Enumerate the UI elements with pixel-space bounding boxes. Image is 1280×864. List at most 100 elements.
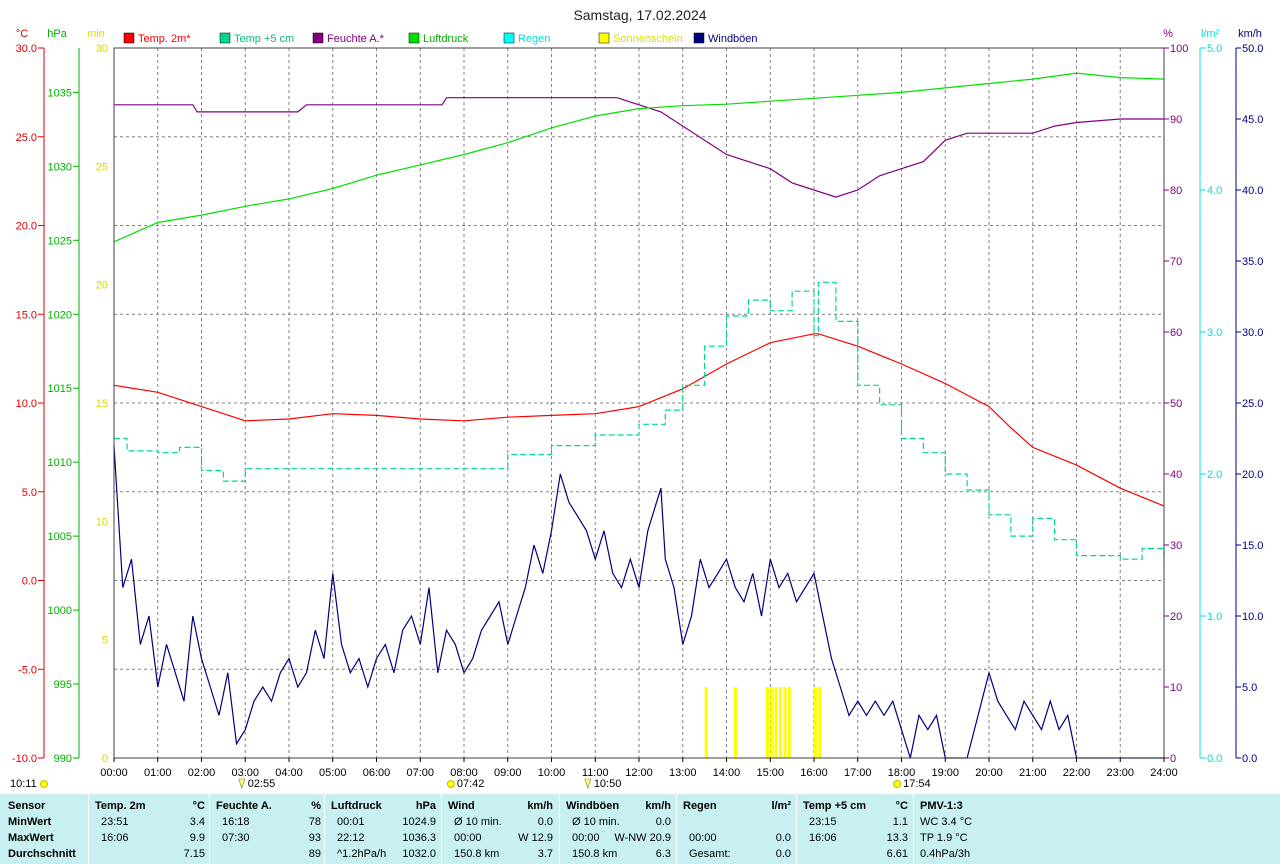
stats-separator: [441, 794, 442, 864]
wind-tick-label: 15.0: [1242, 540, 1263, 552]
rain-axis-unit: l/m²: [1201, 28, 1220, 40]
pressure-tick-label: 1010: [48, 457, 72, 469]
stats-unit: km/h: [645, 800, 671, 812]
weather-chart: Samstag, 17.02.2024 Temp. 2m* Temp +5 cm F…: [10, 7, 1264, 790]
sunshine-bar: [733, 687, 737, 758]
legend-swatch: [598, 32, 610, 44]
stats-time: ^1.2hPa/h: [337, 848, 387, 860]
stats-header: Feuchte A.: [216, 800, 272, 812]
x-tick-label: 15:00: [756, 767, 784, 779]
stats-value: 6.61: [886, 848, 908, 860]
legend-label: Sonnenschein: [613, 33, 683, 45]
pressure-tick-label: 1000: [48, 605, 72, 617]
stats-value: 7.15: [183, 848, 205, 860]
sun-tick-label: 15: [96, 398, 108, 410]
legend-swatch: [219, 32, 231, 44]
temp-tick-label: 25.0: [16, 132, 37, 144]
sun-icon: [893, 780, 902, 788]
x-tick-label: 01:00: [144, 767, 172, 779]
stats-value: 78: [308, 816, 321, 828]
x-tick-label: 18:00: [888, 767, 916, 779]
rain-tick-label: 2.0: [1207, 469, 1222, 481]
stats-header: Luftdruck: [331, 800, 382, 812]
x-tick-label: 06:00: [363, 767, 391, 779]
humidity-tick-label: 50: [1170, 398, 1182, 410]
wind-tick-label: 25.0: [1242, 398, 1263, 410]
x-tick-label: 13:00: [669, 767, 697, 779]
sunshine-bar: [704, 687, 708, 758]
stats-value: 1024.9: [402, 816, 436, 828]
bar-series: [704, 687, 822, 758]
x-tick-label: 11:00: [582, 767, 609, 779]
stats-time: 16:06: [809, 832, 837, 844]
moon-icon: [40, 780, 48, 788]
rain-tick-label: 1.0: [1207, 611, 1222, 623]
sunshine-bar: [814, 687, 817, 758]
wind-tick-label: 10.0: [1242, 611, 1263, 623]
legend-label: Temp. 2m*: [138, 33, 191, 45]
series-line: [114, 97, 1164, 198]
temp-tick-label: -5.0: [18, 664, 37, 676]
wind-tick-label: 45.0: [1242, 114, 1263, 126]
sunshine-bar: [787, 687, 791, 758]
wind-tick-label: 5.0: [1242, 682, 1257, 694]
rain-tick-label: 3.0: [1207, 327, 1222, 339]
legend-label: Temp +5 cm: [234, 33, 294, 45]
temp-axis-unit: °C: [16, 28, 28, 40]
stats-column: Luftdruck hPa 00:01 1024.9 22:12 1036.3 ^1.2hP…: [331, 798, 436, 862]
series-line: [113, 445, 1164, 759]
event-time-label: 10:50: [594, 778, 622, 790]
stats-time: 07:30: [222, 832, 250, 844]
stats-unit: hPa: [415, 800, 436, 812]
stats-value: 1036.3: [402, 832, 436, 844]
humidity-tick-label: 0: [1170, 753, 1176, 765]
marker-icon: [238, 778, 246, 789]
stats-value: 0.4hPa/3h: [920, 848, 971, 860]
sunshine-bar: [770, 687, 774, 758]
axis-units: °C hPa min% l/m² km/h: [16, 28, 1262, 40]
x-tick-label: 20:00: [975, 767, 1003, 779]
stats-time: Ø 10 min.: [572, 816, 620, 828]
series-line: [113, 72, 1165, 243]
humidity-tick-label: 90: [1170, 114, 1182, 126]
event-time-label: 07:42: [457, 778, 485, 790]
stats-time: 00:01: [337, 816, 365, 828]
humidity-tick-label: 80: [1170, 185, 1182, 197]
humidity-tick-label: 10: [1170, 682, 1182, 694]
humidity-tick-label: 30: [1170, 540, 1182, 552]
stats-value: TP 1.9 °C: [920, 832, 968, 844]
stats-row-label: Durchschnitt: [8, 848, 76, 860]
stats-value: 9.9: [189, 832, 205, 844]
legend-swatch: [408, 32, 420, 44]
stats-column: Wind km/h Ø 10 min. 0.0 00:00 W 12.9 150.8 km 3…: [448, 798, 553, 862]
rain-tick-label: 4.0: [1207, 185, 1222, 197]
sun-tick-label: 25: [96, 161, 108, 173]
x-tick-label: 09:00: [494, 767, 522, 779]
stats-value: 6.3: [655, 848, 671, 860]
x-tick-label: 17:00: [844, 767, 872, 779]
humidity-tick-label: 70: [1170, 256, 1182, 268]
stats-column: Windböen km/h Ø 10 min. 0.0 00:00 W-NW 20.9 15…: [566, 798, 671, 862]
humidity-tick-label: 60: [1170, 327, 1182, 339]
stats-unit: °C: [895, 800, 908, 812]
stats-row-label: MinWert: [8, 816, 52, 828]
time-markers: 10:11 02:55 07:42 10:50 17:54: [10, 778, 931, 790]
series-line: [114, 281, 1165, 561]
marker-icon: [584, 778, 592, 789]
sunshine-bar: [818, 687, 822, 758]
stats-column: Sensor MinWert MaxWert Durchschnitt: [8, 798, 88, 862]
legend-swatch: [312, 32, 324, 44]
pressure-tick-label: 1035: [48, 87, 72, 99]
chart-title: Samstag, 17.02.2024: [573, 7, 706, 23]
stats-time: 22:12: [337, 832, 365, 844]
stats-separator: [676, 794, 677, 864]
humidity-tick-label: 100: [1170, 43, 1188, 55]
humidity-tick-label: 40: [1170, 469, 1182, 481]
event-time-label: 17:54: [903, 778, 931, 790]
x-tick-label: 07:00: [406, 767, 434, 779]
wind-axis-unit: km/h: [1238, 28, 1262, 40]
stats-separator: [88, 794, 89, 864]
x-tick-label: 10:00: [538, 767, 566, 779]
sun-icon: [446, 780, 455, 788]
stats-column: Regen l/m² 00:00 0.0 Gesamt: 0.0: [683, 798, 791, 862]
